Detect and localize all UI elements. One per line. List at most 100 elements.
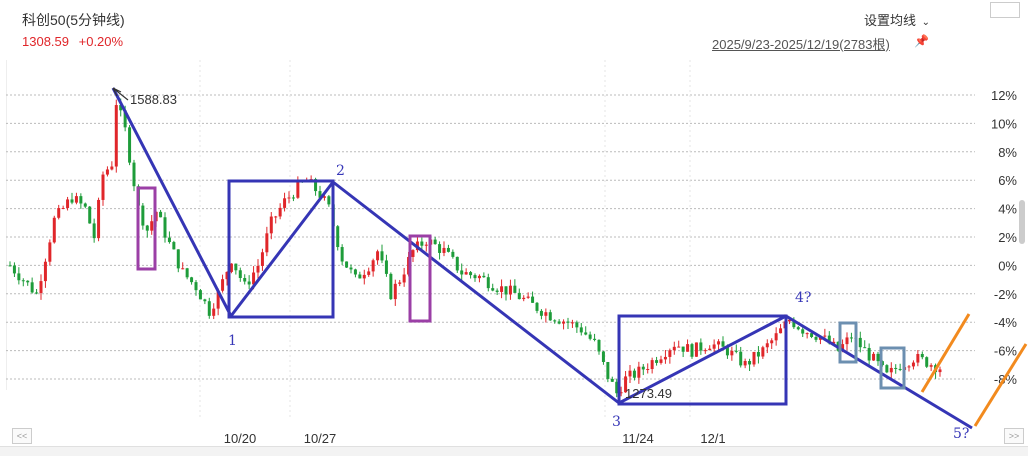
- candle-body: [234, 263, 238, 271]
- candle-body: [584, 332, 588, 335]
- candle-body: [748, 361, 752, 365]
- candle-body: [367, 271, 371, 275]
- candle-body: [225, 271, 229, 280]
- candle-body: [823, 335, 827, 337]
- candle-body: [482, 275, 486, 278]
- candle-body: [446, 247, 450, 252]
- candle-body: [176, 249, 180, 269]
- candle-body: [619, 392, 623, 394]
- date-range[interactable]: 2025/9/23-2025/12/19(2783根): [712, 37, 890, 52]
- candle-body: [79, 196, 83, 204]
- wave-line: [229, 181, 335, 317]
- candle-body: [336, 226, 340, 248]
- candle-body: [322, 196, 326, 198]
- candle-body: [442, 247, 446, 253]
- x-tick-label: 12/1: [700, 431, 725, 446]
- candle-body: [384, 260, 388, 274]
- y-tick-label: 0%: [998, 258, 1017, 273]
- candle-body: [641, 366, 645, 370]
- candle-body: [898, 368, 902, 370]
- candle-body: [424, 244, 428, 246]
- candle-body: [455, 256, 459, 271]
- scroll-right-icon[interactable]: >>: [1004, 428, 1024, 444]
- candle-body: [796, 327, 800, 330]
- highlight-box: [879, 346, 906, 390]
- candle-body: [526, 296, 530, 298]
- candle-body: [74, 196, 78, 203]
- candle-body: [221, 279, 225, 291]
- candle-body: [787, 319, 791, 322]
- candle-body: [858, 337, 862, 348]
- candle-body: [646, 369, 650, 371]
- candle-body: [52, 217, 56, 243]
- candle-body: [703, 350, 707, 352]
- candle-body: [66, 199, 70, 208]
- candle-body: [362, 274, 366, 279]
- candle-body: [8, 265, 12, 267]
- candle-body: [765, 343, 769, 348]
- candle-body: [287, 197, 291, 199]
- candle-body: [486, 277, 490, 289]
- candle-body: [433, 239, 437, 245]
- candle-body: [460, 270, 464, 275]
- vertical-scrollbar[interactable]: [1019, 200, 1025, 244]
- candle-body: [318, 191, 322, 198]
- candle-body: [101, 174, 105, 200]
- candle-body: [849, 337, 853, 339]
- candle-body: [105, 169, 109, 175]
- candle-body: [114, 105, 118, 167]
- candle-body: [83, 203, 87, 207]
- ma-setting-button[interactable]: 设置均线 ⌄: [864, 10, 930, 29]
- window-control[interactable]: [990, 2, 1020, 18]
- candle-body: [637, 366, 641, 378]
- candle-body: [872, 353, 876, 361]
- candle-body: [876, 353, 880, 362]
- pin-icon[interactable]: 📌: [914, 34, 929, 48]
- candle-body: [247, 281, 251, 285]
- candle-body: [393, 283, 397, 300]
- candle-body: [894, 367, 898, 369]
- candle-body: [17, 273, 21, 281]
- candle-body: [734, 350, 738, 352]
- arrow-icon: [112, 87, 129, 101]
- candle-body: [398, 282, 402, 284]
- candle-body: [601, 351, 605, 362]
- price-change: +0.20%: [78, 34, 124, 49]
- candle-body: [345, 261, 349, 268]
- candle-body: [681, 346, 685, 352]
- candle-body: [39, 281, 43, 294]
- candle-body: [491, 288, 495, 291]
- ma-setting-label: 设置均线: [864, 13, 917, 28]
- candle-body: [517, 292, 521, 300]
- candle-body: [575, 322, 579, 328]
- candle-body: [353, 269, 357, 275]
- candle-body: [508, 285, 512, 295]
- candle-body: [97, 199, 101, 239]
- candle-body: [123, 110, 127, 128]
- wave-label: 4?: [795, 290, 811, 306]
- candle-body: [380, 251, 384, 261]
- candle-body: [610, 378, 614, 382]
- candle-body: [269, 216, 273, 234]
- candle-body: [274, 216, 278, 218]
- candle-body: [650, 360, 654, 370]
- wave-label: 3: [612, 414, 621, 430]
- candle-body: [30, 282, 34, 293]
- candle-body: [774, 333, 778, 341]
- scroll-left-icon[interactable]: <<: [12, 428, 32, 444]
- left-edge: [0, 60, 7, 390]
- price-value: 1308.59: [22, 34, 69, 49]
- low-label: 1273.49: [625, 386, 672, 401]
- candlestick-series: [8, 98, 942, 398]
- chart-title: 科创50(5分钟线): [22, 12, 125, 28]
- candle-body: [725, 346, 729, 356]
- y-tick-label: -2%: [994, 287, 1018, 302]
- candle-body: [371, 260, 375, 272]
- candle-body: [278, 207, 282, 217]
- wave-line: [111, 87, 233, 317]
- candle-body: [216, 290, 220, 309]
- y-tick-label: -6%: [994, 344, 1018, 359]
- candle-body: [260, 252, 264, 266]
- candle-body: [172, 242, 176, 250]
